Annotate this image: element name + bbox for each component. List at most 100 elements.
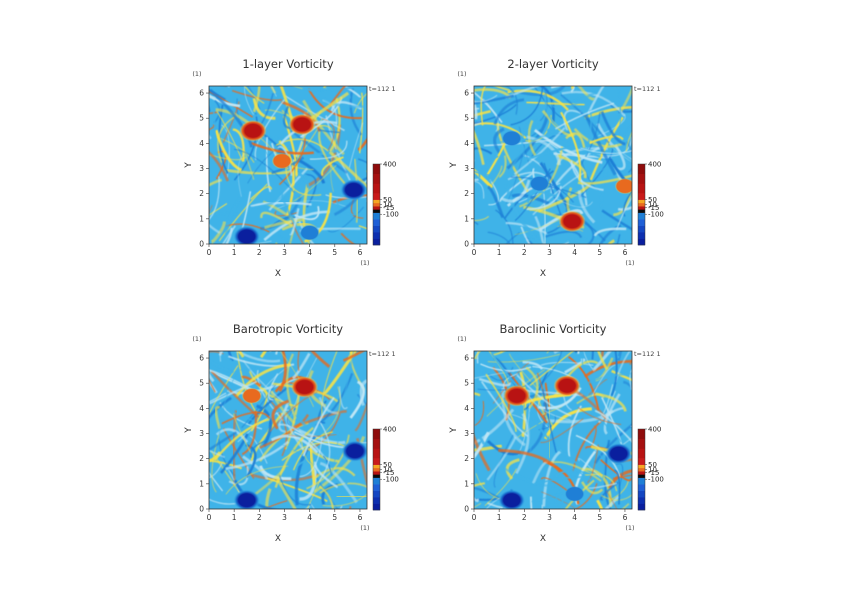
filament xyxy=(495,209,514,244)
filament xyxy=(576,393,605,405)
filament xyxy=(260,92,274,125)
filament xyxy=(480,86,487,126)
chart-title: Baroclinic Vorticity xyxy=(500,322,607,336)
filament xyxy=(274,211,299,217)
filament xyxy=(474,180,485,199)
filament xyxy=(247,149,276,184)
filament xyxy=(580,147,632,154)
x-tick-label: 0 xyxy=(472,248,477,257)
filament xyxy=(522,145,571,162)
vortex-negative xyxy=(233,225,261,244)
filament xyxy=(542,449,563,507)
filament xyxy=(474,99,478,120)
filament xyxy=(610,351,618,396)
filament xyxy=(357,158,367,164)
filament xyxy=(209,124,216,131)
filament xyxy=(298,220,315,244)
filament xyxy=(552,470,592,489)
filament xyxy=(259,351,268,359)
filament xyxy=(543,94,574,134)
colorbar-band xyxy=(373,484,380,491)
colorbar-band xyxy=(638,209,645,213)
x-tick-label: 1 xyxy=(497,248,502,257)
vortex-negative xyxy=(233,489,261,509)
filament xyxy=(245,443,257,478)
filament xyxy=(625,193,632,196)
y-tick-label: 4 xyxy=(464,139,469,148)
filament xyxy=(209,380,218,394)
filament xyxy=(588,482,618,489)
filament xyxy=(626,141,632,173)
filament xyxy=(209,106,211,112)
filament xyxy=(560,479,564,509)
filament xyxy=(289,164,337,204)
filament xyxy=(321,156,344,176)
filament xyxy=(614,144,626,171)
colorbar-band xyxy=(373,458,380,465)
colorbar-band xyxy=(373,497,380,504)
filament xyxy=(583,351,595,372)
filament xyxy=(278,474,312,506)
filament xyxy=(322,351,357,396)
colorbar-band xyxy=(373,471,380,475)
filament xyxy=(209,449,226,459)
x-tick-label: 4 xyxy=(572,248,577,257)
filament xyxy=(237,153,245,197)
colorbar-band xyxy=(638,238,645,246)
filament xyxy=(318,397,339,415)
filament xyxy=(587,372,632,385)
filament xyxy=(474,238,533,244)
x-tick-label: 4 xyxy=(307,248,312,257)
filament xyxy=(474,120,482,127)
filament xyxy=(282,115,298,176)
filament xyxy=(278,351,287,392)
filament xyxy=(564,479,595,509)
x-tick-label: 4 xyxy=(307,513,312,522)
colorbar-band xyxy=(373,212,380,220)
colorbar-band xyxy=(638,164,645,175)
filament xyxy=(354,402,367,432)
colorbar-band xyxy=(638,458,645,465)
panel-1: 1-layer Vorticity 0 1 2 3 4 5 6 0 1 2 3 4 5 6 X Y (1) (1) t… xyxy=(184,57,399,279)
filament xyxy=(349,88,363,136)
y-tick-label: 2 xyxy=(199,454,204,463)
filament xyxy=(546,128,601,159)
y-axis-label: Y xyxy=(449,427,459,434)
colorbar-band xyxy=(373,219,380,226)
filament xyxy=(233,112,258,181)
filament xyxy=(505,458,520,480)
filament xyxy=(209,111,218,115)
filament xyxy=(606,490,618,509)
filament xyxy=(304,505,311,509)
filament xyxy=(584,113,617,176)
vortex-positive xyxy=(558,210,586,233)
filament xyxy=(269,399,288,457)
filament xyxy=(228,466,249,486)
panel-4: Baroclinic Vorticity 0 1 2 3 4 5 6 0 1 2 3 4 5 6 X Y (1) (… xyxy=(449,322,664,544)
colorbar-band xyxy=(373,467,380,472)
vortex-negative xyxy=(529,175,550,192)
x-tick-label: 5 xyxy=(332,513,337,522)
filament xyxy=(498,448,562,473)
filament xyxy=(594,409,632,443)
filament xyxy=(501,387,526,447)
x-tick-label: 5 xyxy=(597,248,602,257)
filament xyxy=(490,352,518,387)
colorbar-band xyxy=(373,173,380,184)
filament xyxy=(225,465,289,495)
filament xyxy=(259,465,292,481)
filament xyxy=(515,412,530,475)
filament xyxy=(270,136,293,163)
y-tick-label: 1 xyxy=(464,479,469,488)
y-tick-label: 0 xyxy=(464,240,469,249)
vortex-positive xyxy=(291,376,319,398)
filament xyxy=(336,199,364,216)
colorbar-band xyxy=(373,448,380,459)
filament xyxy=(607,351,615,361)
colorbar-band xyxy=(373,474,380,478)
filament xyxy=(612,474,632,480)
x-tick-label: 2 xyxy=(257,248,262,257)
filament xyxy=(603,393,621,435)
